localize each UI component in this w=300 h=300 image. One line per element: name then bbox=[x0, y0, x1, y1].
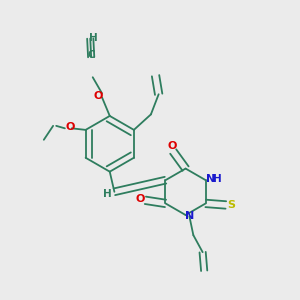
Text: H: H bbox=[103, 189, 112, 199]
Text: H: H bbox=[213, 174, 222, 184]
Text: O: O bbox=[94, 91, 103, 101]
Text: C: C bbox=[87, 50, 95, 60]
Text: O: O bbox=[65, 122, 75, 132]
Text: S: S bbox=[227, 200, 236, 210]
Text: O: O bbox=[168, 141, 177, 151]
Text: N: N bbox=[206, 174, 215, 184]
Text: H: H bbox=[89, 33, 98, 43]
Text: O: O bbox=[135, 194, 145, 204]
Text: N: N bbox=[185, 211, 194, 221]
